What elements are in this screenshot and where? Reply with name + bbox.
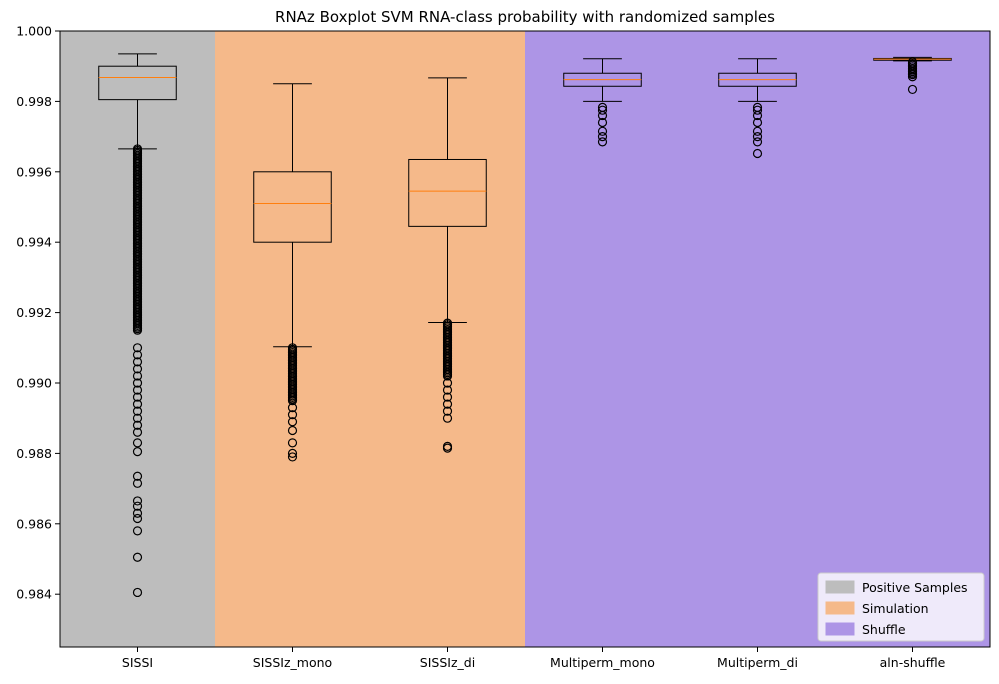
chart-title: RNAz Boxplot SVM RNA-class probability w… [275, 8, 775, 26]
x-tick-label: Multiperm_mono [550, 655, 655, 670]
outlier-point [752, 148, 763, 159]
outlier-point [132, 471, 143, 481]
box-series [98, 53, 952, 598]
outlier-point [287, 410, 298, 420]
outlier-point [597, 126, 608, 136]
outlier-point [597, 132, 608, 142]
outlier-point [442, 443, 453, 453]
outlier-point [132, 427, 143, 437]
outlier-point [752, 105, 763, 115]
outlier-point [132, 447, 143, 457]
outlier-point [442, 318, 453, 328]
outlier-point [907, 72, 918, 82]
box-group-2 [408, 77, 487, 453]
outlier-point [287, 343, 298, 353]
outlier-point [132, 413, 143, 423]
outlier-point [132, 587, 143, 598]
outlier-point [442, 399, 453, 409]
outlier-point [132, 501, 143, 511]
y-tick-label: 0.990 [16, 376, 52, 391]
y-tick-label: 0.994 [16, 235, 52, 250]
outlier-point [132, 420, 143, 430]
x-tick-label: SISSIz_mono [253, 655, 332, 670]
outlier-point [597, 117, 608, 128]
outlier-point [132, 478, 143, 488]
y-tick-label: 0.992 [16, 305, 52, 320]
outlier-point [752, 110, 763, 121]
outlier-point [132, 144, 143, 154]
outlier-point [907, 57, 918, 67]
region-band-1 [215, 31, 525, 647]
outlier-point [132, 343, 143, 353]
outlier-point [132, 508, 143, 518]
outlier-point [907, 84, 918, 95]
y-tick-label: 0.988 [16, 446, 52, 461]
outlier-point [597, 110, 608, 121]
outlier-point [132, 385, 143, 395]
legend-box [817, 572, 985, 642]
outlier-point [597, 137, 608, 147]
outlier-point [442, 413, 453, 423]
legend: Positive Samples Simulation Shuffle [817, 572, 985, 642]
background-regions [60, 31, 990, 647]
outlier-point [442, 406, 453, 416]
legend-swatch [825, 580, 855, 594]
box-group-4 [718, 58, 797, 159]
y-tick-label: 1.000 [16, 24, 52, 39]
outlier-point [132, 364, 143, 374]
box-iqr [253, 171, 332, 243]
outlier-point [287, 417, 298, 427]
outlier-point [132, 552, 143, 562]
outlier-point [442, 378, 453, 388]
outlier-point [132, 357, 143, 367]
outlier-point [287, 438, 298, 448]
outlier-point [132, 526, 143, 536]
x-tick-label: SISSI [122, 655, 153, 670]
box-group-0 [98, 53, 177, 598]
outlier-point [132, 371, 143, 381]
outlier-point [287, 403, 298, 413]
outlier-point [752, 132, 763, 142]
region-band-2 [525, 31, 990, 647]
axes: 0.984 0.986 0.988 0.990 0.992 0.994 0.996 0.998… [16, 24, 991, 670]
plot-frame [59, 30, 991, 648]
outlier-point [132, 438, 143, 448]
legend-swatch [825, 622, 855, 636]
outlier-point [287, 425, 298, 436]
y-tick-label: 0.996 [16, 164, 52, 179]
box-group-3 [563, 58, 642, 147]
legend-label: Positive Samples [862, 580, 968, 595]
x-tick-label: Multiperm_di [717, 655, 798, 670]
outlier-point [752, 137, 763, 147]
outlier-point [132, 392, 143, 402]
outlier-point [132, 406, 143, 416]
outlier-point [132, 399, 143, 409]
y-tick-label: 0.998 [16, 94, 52, 109]
y-tick-label: 0.986 [16, 516, 52, 531]
legend-label: Simulation [862, 601, 929, 616]
outlier-point [442, 392, 453, 402]
y-tick-label: 0.984 [16, 587, 52, 602]
outlier-point [132, 496, 143, 506]
legend-swatch [825, 601, 855, 615]
outlier-point [132, 350, 143, 360]
outlier-point [752, 117, 763, 128]
box-iqr [408, 158, 487, 227]
outlier-point [287, 452, 298, 462]
outlier-point [132, 513, 143, 524]
box-group-1 [253, 83, 332, 462]
box-group-5 [873, 56, 952, 95]
legend-label: Shuffle [862, 622, 906, 637]
outlier-point [752, 126, 763, 136]
outlier-point [132, 378, 143, 388]
x-tick-label: SISSIz_di [420, 655, 475, 670]
outlier-point [287, 448, 298, 458]
x-tick-label: aln-shuffle [880, 655, 946, 670]
box-iqr [98, 65, 177, 101]
outlier-point [597, 105, 608, 115]
outlier-point [442, 385, 453, 395]
